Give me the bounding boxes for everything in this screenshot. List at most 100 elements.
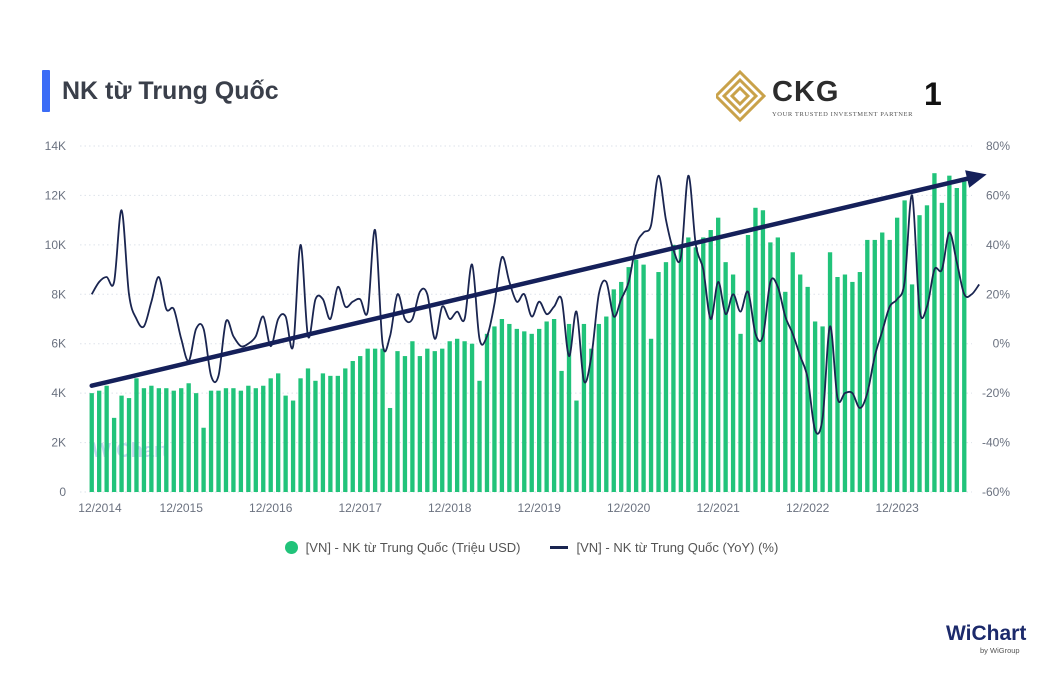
bar <box>164 388 169 492</box>
bar <box>745 234 751 492</box>
bar <box>581 323 587 492</box>
bar <box>537 328 542 492</box>
brand-name: CKG <box>772 76 840 108</box>
bar <box>179 388 184 492</box>
y-left-tick-label: 8K <box>51 287 66 301</box>
bar <box>358 356 363 492</box>
bar <box>104 385 109 492</box>
bar <box>559 370 564 492</box>
bar <box>917 215 922 492</box>
bar <box>223 388 229 492</box>
bar <box>335 375 340 492</box>
y-right-tick-label: 0% <box>993 337 1011 351</box>
bar <box>887 239 892 492</box>
y-right-tick-label: 20% <box>986 287 1010 301</box>
bar <box>962 178 967 492</box>
bar <box>827 252 833 492</box>
legend-item-line[interactable]: [VN] - NK từ Trung Quốc (YoY) (%) <box>550 540 778 555</box>
bar <box>894 217 900 492</box>
x-tick-label: 12/2016 <box>249 501 293 515</box>
import-chart: 0 -60% 2K -40% 4K -20% 6K 0% 8K 20% 10K 40% 12K 60% 14… <box>45 139 1011 515</box>
bar <box>566 323 572 492</box>
bar <box>924 205 930 493</box>
legend-item-bars[interactable]: [VN] - NK từ Trung Quốc (Triệu USD) <box>284 540 521 555</box>
bar <box>939 202 945 493</box>
bar <box>671 244 676 492</box>
y-left-tick-label: 6K <box>51 337 66 351</box>
bar <box>574 400 579 492</box>
y-left-tick-label: 10K <box>45 238 66 252</box>
y-right-tick-label: 40% <box>986 238 1010 252</box>
bar <box>716 217 721 492</box>
bar <box>507 323 512 492</box>
bar <box>126 398 132 492</box>
y-right-tick-label: 60% <box>986 188 1010 202</box>
page-title: NK từ Trung Quốc <box>62 76 279 105</box>
trend-arrow-line <box>89 175 975 388</box>
bar <box>954 188 959 492</box>
bar <box>872 239 877 492</box>
bar <box>842 274 848 492</box>
bar <box>768 242 773 492</box>
y-left-tick-label: 14K <box>45 139 66 153</box>
bar <box>350 361 355 492</box>
bar <box>328 375 333 492</box>
bar <box>812 321 818 492</box>
bar <box>320 373 326 492</box>
bar <box>231 388 236 492</box>
page-number: 1 <box>924 76 942 112</box>
bar <box>454 338 460 492</box>
legend-label-bars: [VN] - NK từ Trung Quốc (Triệu USD) <box>305 540 521 555</box>
y-right-tick-label: -20% <box>982 386 1010 400</box>
bar <box>387 407 393 492</box>
bar <box>193 393 199 492</box>
bar <box>850 281 855 492</box>
bar <box>626 267 631 492</box>
trend-arrow-head-icon <box>965 170 987 188</box>
bar <box>477 380 482 492</box>
y-left-tick-label: 2K <box>51 436 66 450</box>
title-block: NK từ Trung Quốc <box>42 70 279 112</box>
bar <box>395 351 400 492</box>
bar <box>902 200 907 492</box>
bar <box>261 385 266 492</box>
x-tick-label: 12/2022 <box>786 501 830 515</box>
bar <box>514 328 519 492</box>
bar <box>820 326 825 492</box>
bar <box>447 341 452 492</box>
bar <box>596 323 602 492</box>
bar <box>238 390 244 492</box>
bar <box>678 247 684 492</box>
x-tick-label: 12/2018 <box>428 501 472 515</box>
bar <box>156 388 162 492</box>
x-tick-label: 12/2023 <box>875 501 919 515</box>
bar <box>410 341 415 492</box>
bar <box>909 284 915 492</box>
bar <box>544 321 549 492</box>
bar <box>611 289 616 492</box>
bar <box>283 395 288 492</box>
bar <box>141 388 147 492</box>
bar <box>730 274 736 492</box>
bar <box>798 274 803 492</box>
bar <box>499 319 505 492</box>
bar <box>440 348 445 492</box>
bar <box>201 427 206 492</box>
bar <box>857 272 863 492</box>
bar <box>805 286 810 492</box>
bar <box>365 348 370 492</box>
bar <box>865 239 870 492</box>
bar <box>522 331 527 492</box>
x-tick-label: 12/2020 <box>607 501 651 515</box>
bar <box>298 378 303 492</box>
bar <box>701 237 706 492</box>
bar <box>89 393 94 492</box>
bar <box>268 378 273 492</box>
x-tick-label: 12/2014 <box>78 501 122 515</box>
bar <box>760 210 766 492</box>
y-left-tick-label: 4K <box>51 386 66 400</box>
chart-legend: [VN] - NK từ Trung Quốc (Triệu USD) [VN]… <box>0 540 1063 555</box>
legend-dot-icon <box>284 541 298 554</box>
bar <box>134 378 139 492</box>
bar <box>663 262 669 492</box>
